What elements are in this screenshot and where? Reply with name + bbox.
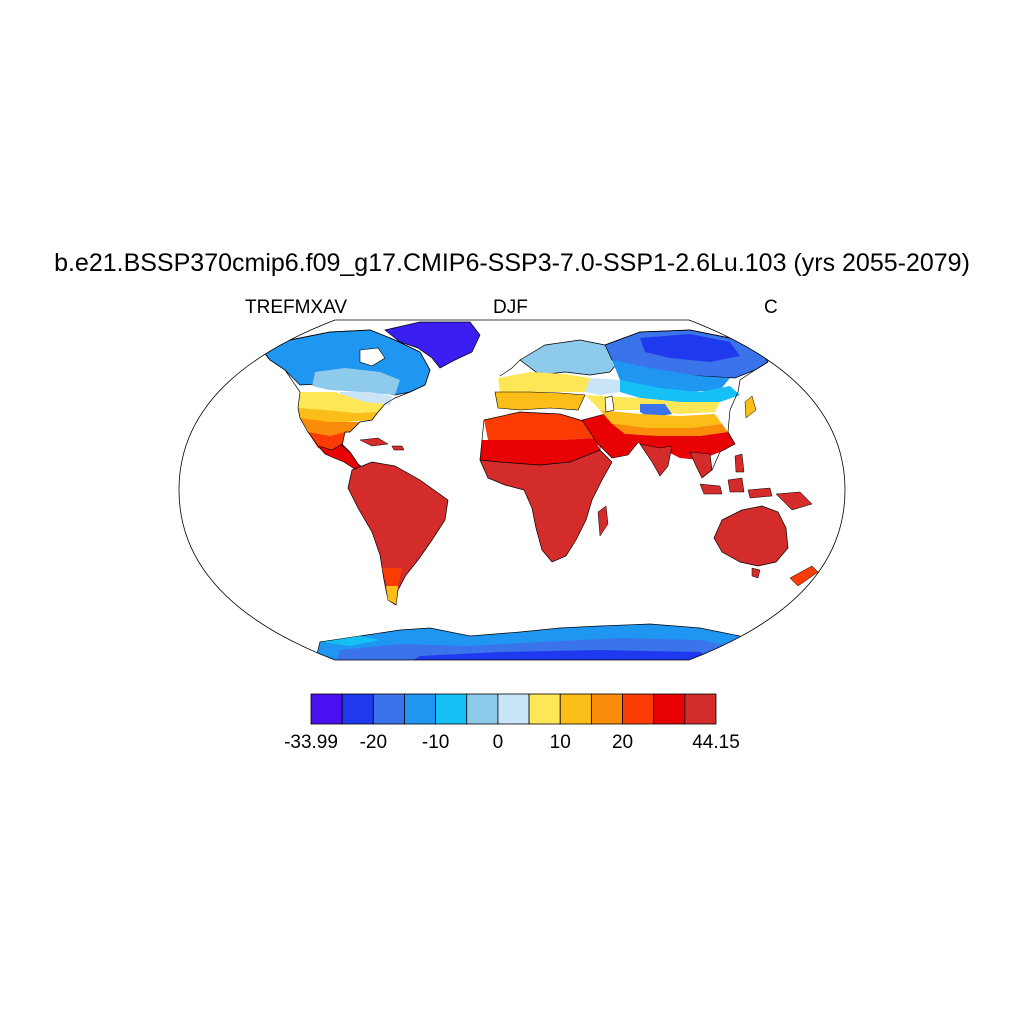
australia bbox=[713, 505, 789, 567]
world-map bbox=[179, 320, 845, 660]
variable-label: TREFMXAV bbox=[245, 297, 348, 318]
greenland bbox=[384, 321, 481, 369]
colorbar-swatch bbox=[590, 693, 623, 725]
colorbar bbox=[310, 693, 717, 725]
colorbar-tick-label: -10 bbox=[422, 732, 449, 753]
indonesia bbox=[699, 453, 813, 511]
colorbar-tick-label: 0 bbox=[493, 732, 504, 753]
colorbar-tick-label: 20 bbox=[612, 732, 633, 753]
colorbar-tick-label: 44.15 bbox=[692, 732, 740, 753]
colorbar-tick-label: -20 bbox=[360, 732, 387, 753]
south-america bbox=[347, 461, 449, 606]
colorbar-swatch bbox=[341, 693, 374, 725]
colorbar-swatch bbox=[559, 693, 592, 725]
map-boundary bbox=[178, 319, 846, 661]
colorbar-swatch bbox=[404, 693, 437, 725]
colorbar-swatch bbox=[653, 693, 686, 725]
antarctica bbox=[314, 623, 746, 660]
plot-title: b.e21.BSSP370cmip6.f09_g17.CMIP6-SSP3-7.… bbox=[54, 249, 970, 277]
colorbar-tick-label: 10 bbox=[550, 732, 571, 753]
asia bbox=[585, 329, 769, 479]
colorbar-swatch bbox=[435, 693, 468, 725]
colorbar-swatch bbox=[684, 693, 717, 725]
colorbar-swatch bbox=[310, 693, 343, 725]
colorbar-tick-label: -33.99 bbox=[284, 732, 338, 753]
colorbar-swatch bbox=[466, 693, 499, 725]
new-zealand bbox=[789, 565, 819, 587]
units-label: C bbox=[764, 297, 778, 318]
africa bbox=[479, 411, 613, 563]
season-label: DJF bbox=[493, 297, 528, 318]
colorbar-swatch bbox=[528, 693, 561, 725]
colorbar-swatch bbox=[372, 693, 405, 725]
north-america bbox=[261, 329, 431, 471]
colorbar-labels: -33.99 -20 -10 0 10 20 44.15 bbox=[284, 732, 740, 753]
colorbar-swatch bbox=[497, 693, 530, 725]
colorbar-swatch bbox=[622, 693, 655, 725]
